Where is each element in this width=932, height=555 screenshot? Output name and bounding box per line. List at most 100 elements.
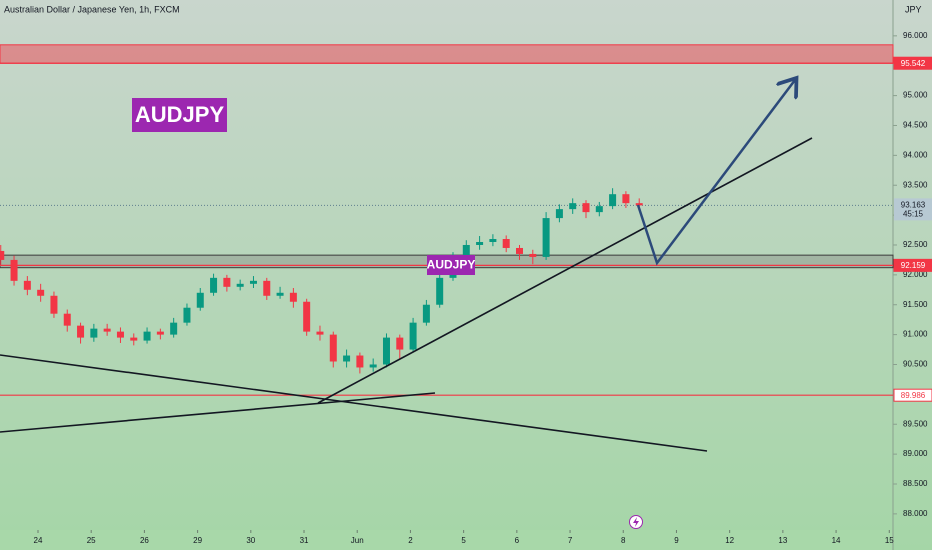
trendline bbox=[0, 354, 708, 452]
x-tick-label: Jun bbox=[351, 536, 364, 545]
y-tick-label: 96.000 bbox=[903, 31, 928, 40]
candle-body bbox=[502, 239, 510, 248]
y-tick-label: 93.500 bbox=[903, 180, 928, 189]
candle-body bbox=[0, 250, 5, 260]
candle-body bbox=[196, 292, 204, 308]
candle-body bbox=[369, 364, 377, 368]
candle-body bbox=[236, 283, 244, 287]
candle-body bbox=[529, 253, 537, 257]
y-tick-label: 89.000 bbox=[903, 449, 928, 458]
candle-body bbox=[103, 328, 111, 332]
candle-body bbox=[50, 295, 58, 314]
level-label: 95.542 bbox=[901, 59, 926, 68]
x-tick-label: 24 bbox=[34, 536, 43, 545]
candle-body bbox=[542, 218, 550, 257]
candle-body bbox=[303, 301, 311, 332]
candle-body bbox=[422, 304, 430, 323]
level-tag bbox=[893, 388, 932, 402]
y-tick-label: 89.500 bbox=[903, 419, 928, 428]
candle-body bbox=[462, 244, 470, 257]
candle-body bbox=[409, 322, 417, 350]
candle-body bbox=[396, 337, 404, 350]
candle-body bbox=[356, 355, 364, 368]
x-tick-label: 30 bbox=[246, 536, 255, 545]
candle-body bbox=[130, 337, 138, 341]
trendline bbox=[317, 137, 813, 404]
candle-body bbox=[635, 203, 643, 206]
candle-body bbox=[77, 325, 85, 338]
y-tick-label: 94.500 bbox=[903, 121, 928, 130]
candle-body bbox=[343, 355, 351, 362]
x-tick-label: 26 bbox=[140, 536, 149, 545]
y-tick-label: 88.000 bbox=[903, 509, 928, 518]
last-price-label: 93.163 bbox=[901, 200, 926, 209]
candle-body bbox=[329, 334, 337, 362]
event-icon-glyph bbox=[633, 517, 639, 527]
y-tick-label: 94.000 bbox=[903, 150, 928, 159]
candle-body bbox=[515, 247, 523, 254]
candle-body bbox=[249, 280, 257, 284]
level-tag bbox=[893, 258, 932, 272]
level-label: 92.159 bbox=[901, 261, 926, 270]
candle-body bbox=[595, 206, 603, 213]
x-tick-label: 2 bbox=[408, 536, 413, 545]
y-tick-label: 92.000 bbox=[903, 270, 928, 279]
candle-body bbox=[382, 337, 390, 365]
candle-body bbox=[63, 313, 71, 326]
countdown: 45:15 bbox=[903, 209, 924, 218]
candle-body bbox=[183, 307, 191, 323]
candle-body bbox=[263, 280, 271, 296]
candle-body bbox=[223, 277, 231, 287]
x-tick-label: 14 bbox=[832, 536, 841, 545]
y-tick-label: 91.000 bbox=[903, 330, 928, 339]
candle-body bbox=[476, 241, 484, 245]
level-tag bbox=[893, 56, 932, 70]
x-tick-label: 12 bbox=[725, 536, 734, 545]
candle-body bbox=[37, 289, 45, 296]
x-tick-label: 25 bbox=[87, 536, 96, 545]
annotation: AUDJPY bbox=[135, 102, 225, 127]
x-tick-label: 7 bbox=[568, 536, 573, 545]
x-tick-label: 6 bbox=[515, 536, 520, 545]
x-tick-label: 13 bbox=[778, 536, 787, 545]
x-tick-label: 8 bbox=[621, 536, 626, 545]
last-price-tag bbox=[894, 198, 932, 221]
y-tick-label: 92.500 bbox=[903, 240, 928, 249]
annotation-box bbox=[427, 255, 475, 275]
candle-body bbox=[170, 322, 178, 335]
x-tick-label: 5 bbox=[461, 536, 466, 545]
candle-body bbox=[116, 331, 124, 338]
candle-body bbox=[316, 331, 324, 335]
candle-body bbox=[489, 239, 497, 242]
y-tick-label: 88.500 bbox=[903, 479, 928, 488]
axis-unit: JPY bbox=[905, 4, 922, 14]
level-label: 89.986 bbox=[901, 391, 926, 400]
annotation: AUDJPY bbox=[427, 258, 476, 272]
candle-body bbox=[622, 194, 630, 204]
candle-body bbox=[555, 209, 563, 219]
candle-body bbox=[90, 328, 98, 338]
candle-body bbox=[210, 277, 218, 293]
y-tick-label: 90.500 bbox=[903, 360, 928, 369]
candle-body bbox=[143, 331, 151, 341]
y-tick-label: 91.500 bbox=[903, 300, 928, 309]
projection-arrow bbox=[636, 80, 795, 266]
candle-body bbox=[436, 277, 444, 305]
candle-body bbox=[289, 292, 297, 302]
candle-body bbox=[582, 203, 590, 213]
y-tick-label: 95.000 bbox=[903, 91, 928, 100]
x-tick-label: 29 bbox=[193, 536, 202, 545]
zone bbox=[0, 44, 894, 64]
candle-body bbox=[276, 292, 284, 296]
candle-body bbox=[10, 259, 18, 281]
candle-body bbox=[609, 194, 617, 207]
candle-body bbox=[569, 203, 577, 210]
x-tick-label: 31 bbox=[300, 536, 309, 545]
trendline bbox=[0, 392, 436, 433]
candle-body bbox=[156, 331, 164, 335]
time-axis bbox=[0, 530, 893, 550]
chart-title: Australian Dollar / Japanese Yen, 1h, FX… bbox=[4, 4, 180, 14]
candle-body bbox=[23, 280, 31, 290]
